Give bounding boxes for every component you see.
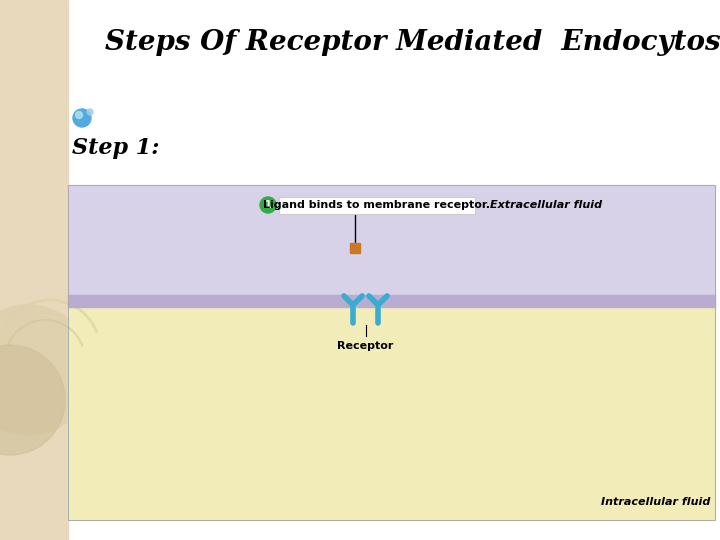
Bar	[0, 0, 68, 540]
Text: Step 1:: Step 1:	[72, 137, 160, 159]
Text: Intracellular fluid: Intracellular fluid	[600, 497, 710, 507]
Text: 1: 1	[265, 200, 271, 210]
Text: Steps Of Receptor Mediated  Endocytosis: Steps Of Receptor Mediated Endocytosis	[105, 29, 720, 56]
Bar	[68, 307, 715, 520]
FancyBboxPatch shape	[279, 197, 474, 213]
Bar	[68, 295, 715, 307]
Bar	[68, 185, 715, 295]
Text: Extracellular fluid: Extracellular fluid	[490, 200, 602, 210]
Circle shape	[0, 345, 65, 455]
Text: Ligand binds to membrane receptor.: Ligand binds to membrane receptor.	[263, 200, 490, 210]
Circle shape	[87, 109, 93, 115]
Circle shape	[73, 109, 91, 127]
Circle shape	[76, 111, 83, 118]
Text: Receptor: Receptor	[337, 341, 394, 351]
Circle shape	[260, 197, 276, 213]
Circle shape	[0, 305, 93, 435]
Bar	[68, 185, 715, 520]
